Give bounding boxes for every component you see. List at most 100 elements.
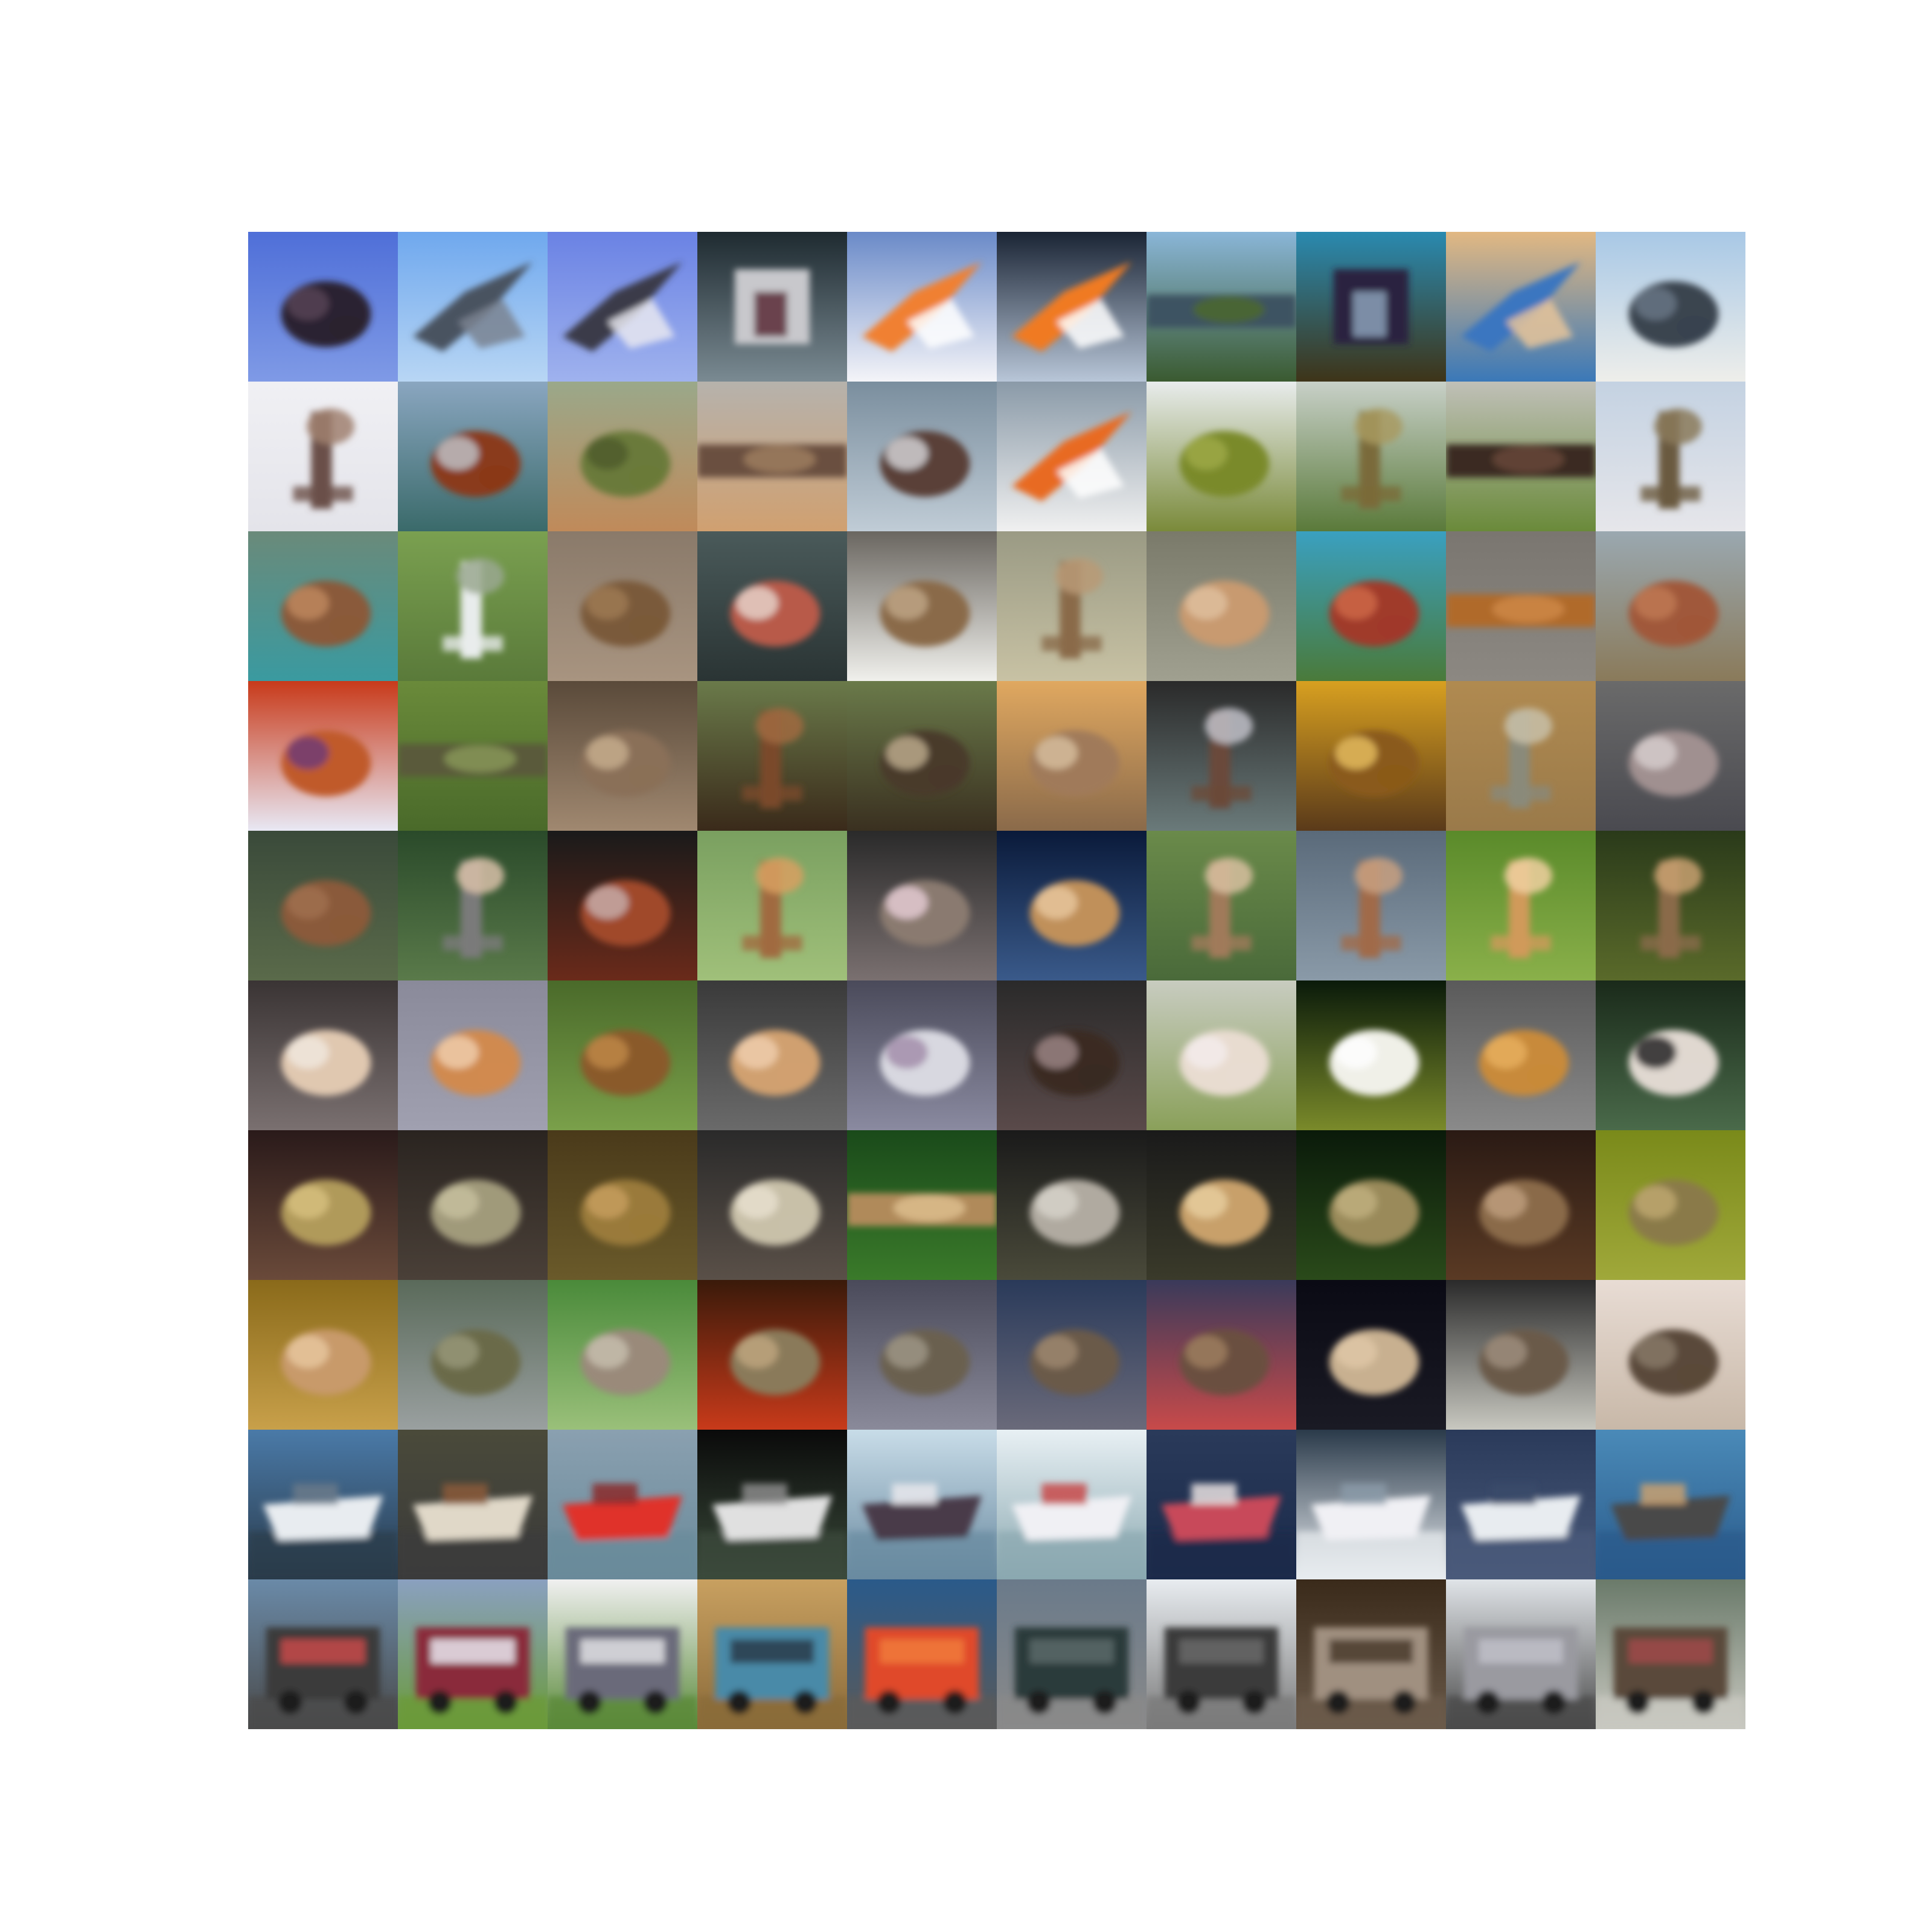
sample-image: [1596, 1579, 1745, 1729]
sample-tile-bird-6: [997, 382, 1147, 531]
sample-image: [1296, 382, 1446, 531]
sample-image: [548, 1430, 697, 1579]
sample-image: [398, 382, 548, 531]
sample-image: [1296, 1130, 1446, 1280]
sample-image: [997, 382, 1147, 531]
sample-tile-deer-cat-10: [1596, 681, 1745, 831]
sample-image: [1147, 831, 1296, 980]
sample-image: [997, 232, 1147, 382]
sample-tile-bird-8: [1296, 382, 1446, 531]
sample-image: [997, 1130, 1147, 1280]
sample-tile-airplane-10: [1596, 232, 1745, 382]
sample-image: [1446, 1579, 1596, 1729]
sample-image: [248, 1130, 398, 1280]
sample-image: [248, 232, 398, 382]
sample-image: [1446, 382, 1596, 531]
sample-tile-bird-5: [847, 382, 997, 531]
sample-tile-dog-3: [548, 980, 697, 1130]
sample-image: [1296, 531, 1446, 681]
sample-tile-truck-2: [398, 1579, 548, 1729]
sample-image: [548, 382, 697, 531]
sample-image: [997, 531, 1147, 681]
sample-image: [997, 1430, 1147, 1579]
sample-image: [697, 1280, 847, 1430]
sample-tile-frog-2-9: [1446, 1280, 1596, 1430]
sample-tile-deer-7: [1147, 531, 1296, 681]
sample-image: [248, 980, 398, 1130]
sample-tile-ship-9: [1446, 1430, 1596, 1579]
sample-image: [248, 531, 398, 681]
sample-image: [847, 382, 997, 531]
generated-sample-grid: [248, 232, 1745, 1729]
sample-image: [1296, 831, 1446, 980]
sample-image: [1296, 232, 1446, 382]
sample-tile-ship-5: [847, 1430, 997, 1579]
sample-image: [697, 681, 847, 831]
sample-tile-deer-8: [1296, 531, 1446, 681]
sample-tile-frog-2-1: [248, 1280, 398, 1430]
sample-tile-ship-8: [1296, 1430, 1446, 1579]
sample-tile-bird-4: [697, 382, 847, 531]
sample-tile-frog-5: [847, 1130, 997, 1280]
sample-tile-deer-cat-4: [697, 681, 847, 831]
sample-image: [697, 232, 847, 382]
sample-tile-ship-6: [997, 1430, 1147, 1579]
sample-tile-deer-horse-4: [697, 831, 847, 980]
sample-image: [1596, 1430, 1745, 1579]
sample-tile-truck-1: [248, 1579, 398, 1729]
sample-tile-frog-3: [548, 1130, 697, 1280]
sample-tile-ship-2: [398, 1430, 548, 1579]
sample-image: [1296, 1579, 1446, 1729]
sample-image: [398, 1280, 548, 1430]
sample-tile-ship-10: [1596, 1430, 1745, 1579]
sample-image: [997, 1280, 1147, 1430]
sample-image: [1446, 681, 1596, 831]
sample-tile-deer-horse-1: [248, 831, 398, 980]
sample-tile-airplane-3: [548, 232, 697, 382]
sample-tile-deer-3: [548, 531, 697, 681]
sample-tile-frog-2-2: [398, 1280, 548, 1430]
sample-image: [1296, 1430, 1446, 1579]
sample-tile-dog-8: [1296, 980, 1446, 1130]
sample-tile-airplane-4: [697, 232, 847, 382]
sample-tile-deer-cat-6: [997, 681, 1147, 831]
sample-tile-dog-5: [847, 980, 997, 1130]
sample-tile-frog-2-3: [548, 1280, 697, 1430]
sample-tile-airplane-9: [1446, 232, 1596, 382]
sample-tile-airplane-5: [847, 232, 997, 382]
sample-tile-dog-7: [1147, 980, 1296, 1130]
sample-tile-bird-2: [398, 382, 548, 531]
sample-tile-frog-2: [398, 1130, 548, 1280]
sample-image: [398, 681, 548, 831]
sample-tile-ship-4: [697, 1430, 847, 1579]
sample-tile-bird-9: [1446, 382, 1596, 531]
sample-tile-frog-2-8: [1296, 1280, 1446, 1430]
sample-image: [1147, 681, 1296, 831]
sample-image: [847, 681, 997, 831]
sample-tile-frog-6: [997, 1130, 1147, 1280]
sample-tile-dog-4: [697, 980, 847, 1130]
sample-tile-deer-cat-9: [1446, 681, 1596, 831]
sample-image: [398, 980, 548, 1130]
sample-tile-deer-2: [398, 531, 548, 681]
sample-image: [997, 831, 1147, 980]
sample-image: [847, 980, 997, 1130]
sample-image: [697, 1579, 847, 1729]
sample-tile-frog-4: [697, 1130, 847, 1280]
sample-tile-bird-3: [548, 382, 697, 531]
sample-tile-frog-2-7: [1147, 1280, 1296, 1430]
sample-image: [1147, 232, 1296, 382]
sample-image: [847, 1579, 997, 1729]
sample-image: [1596, 232, 1745, 382]
sample-image: [1596, 831, 1745, 980]
sample-tile-dog-2: [398, 980, 548, 1130]
sample-tile-frog-9: [1446, 1130, 1596, 1280]
sample-image: [548, 1280, 697, 1430]
sample-image: [1147, 980, 1296, 1130]
sample-image: [248, 831, 398, 980]
sample-tile-deer-cat-5: [847, 681, 997, 831]
sample-image: [1296, 980, 1446, 1130]
sample-image: [1596, 382, 1745, 531]
sample-image: [847, 232, 997, 382]
sample-tile-deer-cat-1: [248, 681, 398, 831]
